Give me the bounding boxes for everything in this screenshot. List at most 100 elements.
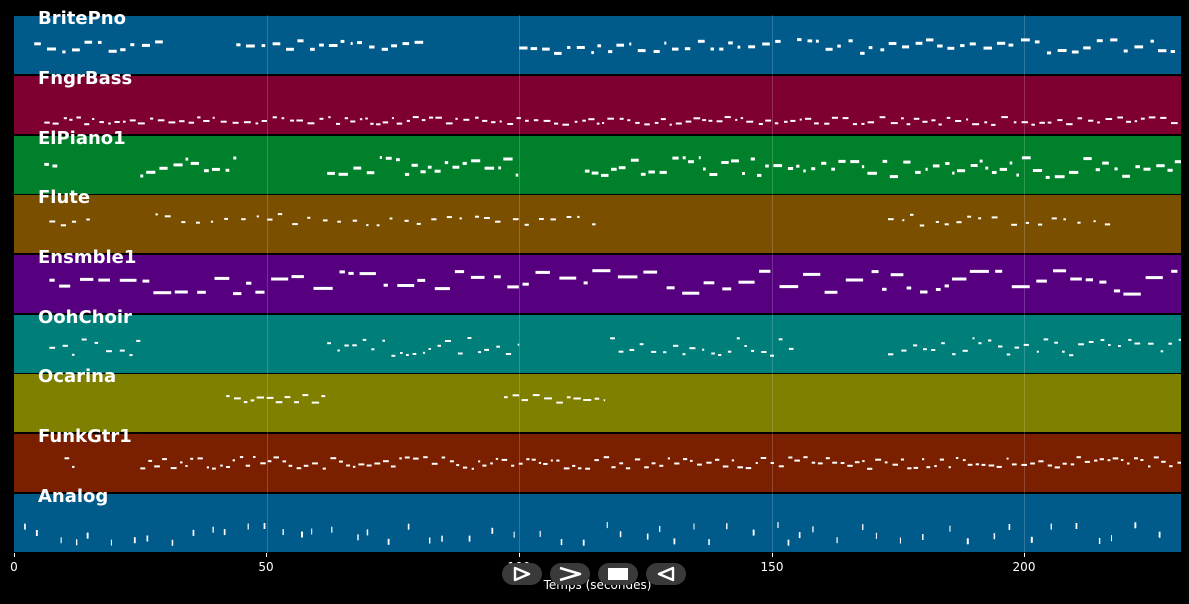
- note: [1032, 169, 1043, 172]
- note: [531, 458, 536, 461]
- note: [155, 213, 158, 216]
- note: [72, 465, 75, 468]
- note: [742, 172, 745, 175]
- note: [991, 123, 996, 126]
- note: [1178, 338, 1181, 341]
- note: [1075, 523, 1078, 529]
- note: [901, 349, 907, 352]
- note: [868, 46, 873, 50]
- note: [1066, 123, 1073, 126]
- note: [788, 347, 794, 350]
- note: [114, 121, 120, 123]
- note: [884, 461, 888, 464]
- note: [197, 290, 206, 294]
- note: [603, 456, 610, 459]
- note: [190, 161, 199, 165]
- note: [284, 396, 291, 399]
- note: [617, 275, 638, 279]
- note: [955, 120, 962, 122]
- note: [962, 459, 966, 462]
- note: [76, 116, 81, 119]
- x-tick-mark: [14, 553, 15, 557]
- note: [1062, 350, 1065, 353]
- note: [312, 462, 318, 465]
- note: [446, 216, 452, 219]
- note: [297, 39, 304, 43]
- note: [539, 218, 544, 220]
- note: [382, 339, 385, 342]
- note: [535, 270, 550, 274]
- note: [255, 290, 265, 294]
- note: [1097, 121, 1100, 124]
- note: [703, 281, 715, 285]
- track-label-analog: Analog: [38, 486, 109, 507]
- note: [1113, 289, 1121, 293]
- play-from-start-button[interactable]: [502, 563, 542, 585]
- note: [1145, 276, 1163, 280]
- note: [1021, 38, 1030, 42]
- stop-button[interactable]: [598, 563, 638, 585]
- note: [108, 122, 111, 125]
- x-tick-mark: [519, 553, 520, 557]
- note: [62, 344, 68, 347]
- play-button[interactable]: [550, 563, 590, 585]
- note: [321, 395, 326, 398]
- note: [919, 224, 925, 227]
- track-label-fngrbass: FngrBass: [38, 68, 133, 89]
- note: [542, 47, 550, 51]
- note: [130, 43, 135, 47]
- note: [573, 397, 581, 400]
- note: [935, 221, 939, 223]
- note: [302, 394, 309, 397]
- note: [596, 122, 600, 125]
- note: [1006, 353, 1011, 356]
- note: [416, 222, 421, 225]
- note: [1021, 156, 1031, 160]
- note: [371, 348, 375, 351]
- note: [703, 167, 706, 171]
- note: [821, 161, 827, 165]
- note: [1088, 341, 1094, 343]
- note: [979, 159, 983, 163]
- rewind-button[interactable]: [646, 563, 686, 585]
- note: [370, 122, 374, 125]
- piano-roll-tracks: BritePno FngrBass ElPiano1 Flute Ensmble…: [14, 8, 1181, 553]
- note: [667, 457, 670, 460]
- note: [266, 396, 274, 399]
- note: [171, 539, 174, 546]
- note: [406, 119, 410, 122]
- note: [444, 340, 451, 342]
- note: [435, 116, 442, 119]
- note: [470, 275, 485, 279]
- note: [338, 172, 348, 176]
- note: [358, 463, 365, 466]
- notes-fngrbass: [44, 116, 1178, 126]
- note: [554, 122, 559, 125]
- note: [462, 161, 467, 165]
- note: [659, 170, 667, 174]
- note: [592, 269, 611, 273]
- note: [922, 458, 925, 461]
- note: [267, 218, 273, 221]
- note: [444, 161, 449, 165]
- note: [1160, 116, 1167, 119]
- note: [402, 42, 410, 46]
- note: [972, 123, 980, 126]
- note: [798, 532, 801, 539]
- note: [197, 457, 203, 460]
- note: [245, 464, 251, 467]
- note: [225, 168, 230, 172]
- note: [129, 354, 133, 357]
- note: [1078, 343, 1084, 346]
- note: [1171, 269, 1178, 273]
- note: [811, 461, 816, 464]
- note: [577, 467, 582, 470]
- note: [685, 120, 692, 123]
- note: [478, 351, 482, 354]
- note: [1122, 174, 1130, 178]
- note: [142, 279, 150, 283]
- note: [644, 123, 650, 126]
- note: [352, 344, 357, 347]
- note: [848, 39, 853, 43]
- note: [246, 281, 252, 285]
